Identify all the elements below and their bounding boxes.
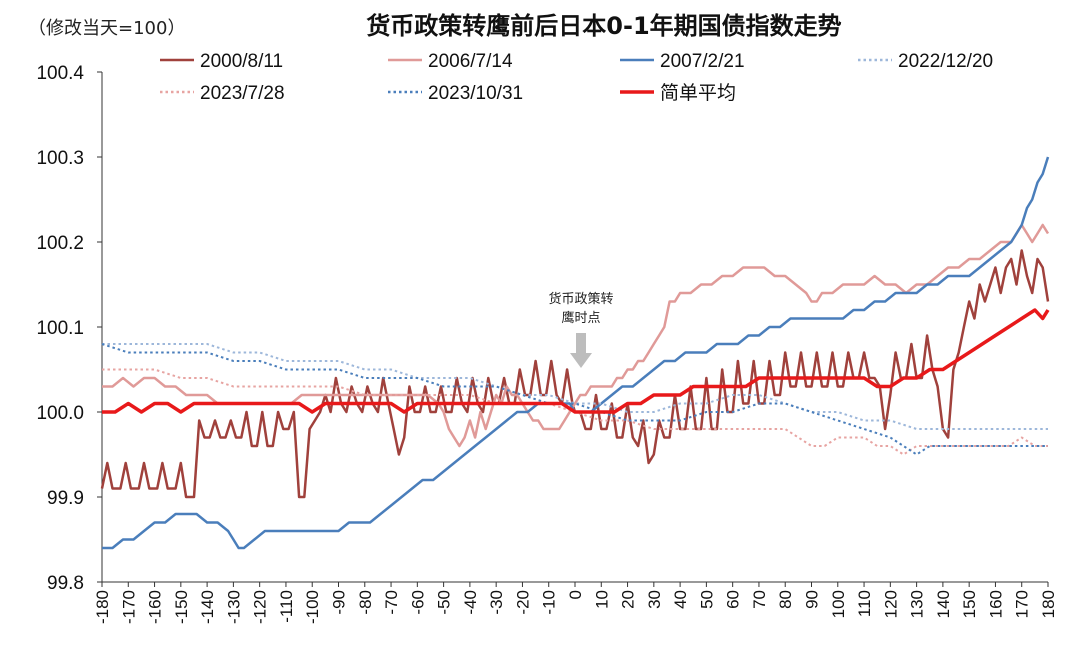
x-tick-label: -30 <box>487 590 506 615</box>
legend-label-4: 2023/7/28 <box>200 83 285 104</box>
x-tick-label: 10 <box>592 590 611 609</box>
x-tick-label: 40 <box>671 590 690 609</box>
x-tick-label: 110 <box>855 590 874 617</box>
x-tick-label: -10 <box>540 590 559 615</box>
x-tick-label: 60 <box>724 590 743 609</box>
y-tick-label: 100.2 <box>36 233 84 254</box>
x-tick-label: -130 <box>224 590 243 624</box>
x-tick-label: 30 <box>645 590 664 609</box>
x-tick-label: 70 <box>750 590 769 609</box>
x-tick-label: -140 <box>198 590 217 624</box>
x-tick-label: -40 <box>461 590 480 615</box>
x-tick-label: 150 <box>960 590 979 618</box>
legend-label-2: 2007/2/21 <box>660 51 745 72</box>
x-tick-label: 160 <box>986 590 1005 618</box>
series-line-6 <box>102 308 1050 414</box>
series-line-1 <box>102 223 1050 448</box>
x-tick-label: 120 <box>881 590 900 618</box>
legend: 2000/8/11 2006/7/14 2007/2/21 2022/12/20 202… <box>160 51 993 104</box>
x-tick-label: 80 <box>776 590 795 609</box>
annotation-line-1: 货币政策转 <box>548 291 613 307</box>
legend-label-1: 2006/7/14 <box>428 51 513 72</box>
legend-label-6: 简单平均 <box>660 82 736 104</box>
legend-label-3: 2022/12/20 <box>898 51 993 72</box>
x-tick-label: 140 <box>934 590 953 618</box>
x-tick-label: -160 <box>146 590 165 624</box>
legend-label-0: 2000/8/11 <box>200 51 283 72</box>
x-tick-label: -20 <box>513 590 532 615</box>
legend-label-5: 2023/10/31 <box>428 83 523 104</box>
annotation-line-2: 鹰时点 <box>561 310 600 326</box>
y-tick-label: 100.3 <box>36 148 84 169</box>
y-tick-label: 99.8 <box>47 573 84 594</box>
x-tick-label: -70 <box>382 590 401 615</box>
x-tick-label: -120 <box>251 590 270 624</box>
y-tick-label: 100.0 <box>36 403 84 424</box>
x-tick-label: 180 <box>1039 590 1058 618</box>
x-tick-label: 90 <box>803 590 822 609</box>
x-tick-label: -50 <box>435 590 454 615</box>
x-tick-label: -110 <box>277 590 296 623</box>
x-tick-label: -100 <box>303 590 322 624</box>
x-tick-label: 170 <box>1013 590 1032 618</box>
policy-annotation: 货币政策转 鹰时点 <box>548 291 614 368</box>
x-tick-label: 20 <box>619 590 638 609</box>
series-line-0 <box>100 249 1050 499</box>
x-tick-label: 50 <box>697 590 716 609</box>
chart-title: 货币政策转鹰前后日本0-1年期国债指数走势 <box>366 12 841 40</box>
x-tick-label: -60 <box>408 590 427 615</box>
x-tick-label: -170 <box>119 590 138 624</box>
plot-area <box>100 156 1050 550</box>
y-tick-label: 100.1 <box>36 318 84 339</box>
y-tick-label: 100.4 <box>36 63 84 84</box>
x-tick-label: -180 <box>93 590 112 624</box>
annotation-arrow <box>570 333 592 368</box>
x-tick-label: -150 <box>172 590 191 624</box>
x-tick-label: 0 <box>566 590 585 599</box>
series-line-4 <box>102 368 1048 456</box>
x-tick-label: -80 <box>356 590 375 615</box>
y-tick-label: 99.9 <box>47 488 84 509</box>
x-tick-label: -90 <box>330 590 349 615</box>
x-tick-label: 100 <box>829 590 848 618</box>
x-tick-label: 130 <box>908 590 927 618</box>
unit-label: （修改当天=100） <box>28 18 185 39</box>
axes: 99.8 99.9 100.0 100.1 100.2 100.3 100.4 -180 -17… <box>36 63 1058 624</box>
series-line-5 <box>101 343 1048 456</box>
